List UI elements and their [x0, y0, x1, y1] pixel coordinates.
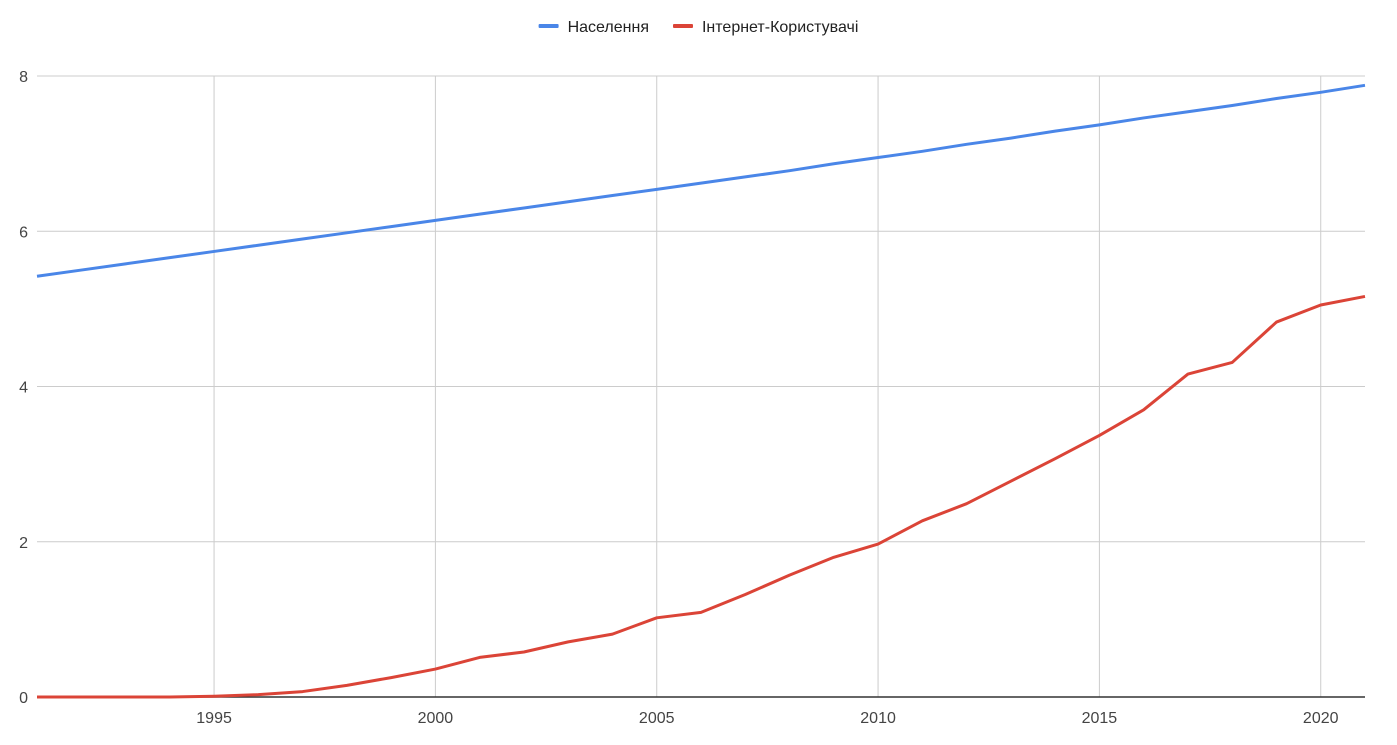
series-2-point [345, 684, 348, 687]
series-1-point [655, 188, 658, 191]
x-tick-label: 1995 [196, 710, 232, 727]
legend: Населення Інтернет-Користувачі [538, 19, 858, 36]
series-1-point [877, 156, 880, 159]
grid [37, 75, 1365, 697]
series-1-point [965, 143, 968, 146]
series-lines [36, 83, 1367, 699]
series-2-point [390, 676, 393, 679]
y-tick-label: 2 [19, 535, 28, 552]
series-2-point [80, 696, 83, 699]
series-1-point [257, 244, 260, 247]
series-1-point [1142, 116, 1145, 119]
series-line-2 [37, 294, 1366, 699]
series-1-point [522, 206, 525, 209]
y-tick-label: 6 [19, 224, 28, 241]
x-tick-label: 2000 [418, 710, 454, 727]
series-1-point [744, 175, 747, 178]
legend-label: Населення [568, 19, 649, 36]
series-2-point [257, 693, 260, 696]
series-2-point [124, 696, 127, 699]
series-1-point [700, 182, 703, 185]
axes: 0 2 4 6 8 1995 2000 2005 2010 2015 2020 [19, 69, 1365, 727]
series-2-point [478, 656, 481, 659]
series-1-point [1009, 137, 1012, 140]
series-2-point [1054, 457, 1057, 460]
series-2-point [965, 502, 968, 505]
series-2-point [1142, 408, 1145, 411]
series-1-point [611, 194, 614, 197]
series-2-point [877, 543, 880, 546]
legend-swatch [672, 24, 693, 28]
series-2-point [700, 611, 703, 614]
legend-item: Населення [538, 19, 649, 36]
series-1-point [1098, 123, 1101, 126]
series-2-point [301, 690, 304, 693]
series-1-point [213, 250, 216, 253]
series-2-point [1098, 434, 1101, 437]
series-1-point [1319, 91, 1322, 94]
series-1-point [1054, 130, 1057, 133]
series-2-point [567, 640, 570, 643]
series-2-point [168, 696, 171, 699]
series-1-point [124, 262, 127, 265]
series-1-point [832, 162, 835, 165]
series-1-point [80, 269, 83, 272]
series-2-point [1009, 480, 1012, 483]
series-1-point [567, 200, 570, 203]
y-tick-label: 8 [19, 69, 28, 86]
series-1-point [301, 238, 304, 241]
series-1-point [345, 231, 348, 234]
series-1-point [921, 150, 924, 153]
series-2-point [611, 633, 614, 636]
x-tick-label: 2005 [639, 710, 675, 727]
series-2-point [1275, 321, 1278, 324]
series-1-point [168, 256, 171, 259]
legend-label: Інтернет-Користувачі [702, 19, 858, 36]
series-2-point [788, 574, 791, 577]
series-1-point [36, 275, 39, 278]
series-1-point [434, 219, 437, 222]
series-1-point [390, 225, 393, 228]
series-2-point [1186, 373, 1189, 376]
series-1-point [478, 213, 481, 216]
series-2-point [434, 668, 437, 671]
series-2-point [832, 556, 835, 559]
series-2-point [213, 695, 216, 698]
x-tick-label: 2020 [1303, 710, 1339, 727]
series-2-point [744, 593, 747, 596]
series-1-point [1186, 110, 1189, 113]
x-tick-label: 2010 [860, 710, 896, 727]
series-2-point [921, 519, 924, 522]
series-1-point [1275, 97, 1278, 100]
y-tick-label: 4 [19, 380, 28, 397]
series-2-point [522, 650, 525, 653]
series-line-1 [36, 83, 1366, 278]
series-2-point [1319, 303, 1322, 306]
series-2-point [1231, 361, 1234, 364]
series-2-point [1364, 295, 1367, 298]
legend-swatch [538, 24, 559, 28]
series-2-point [36, 696, 39, 699]
x-tick-label: 2015 [1082, 710, 1118, 727]
y-tick-label: 0 [19, 690, 28, 707]
series-1-point [788, 169, 791, 172]
series-2-point [655, 616, 658, 619]
series-1-point [1364, 84, 1367, 87]
series-1-point [1231, 104, 1234, 107]
legend-item: Інтернет-Користувачі [672, 19, 858, 36]
